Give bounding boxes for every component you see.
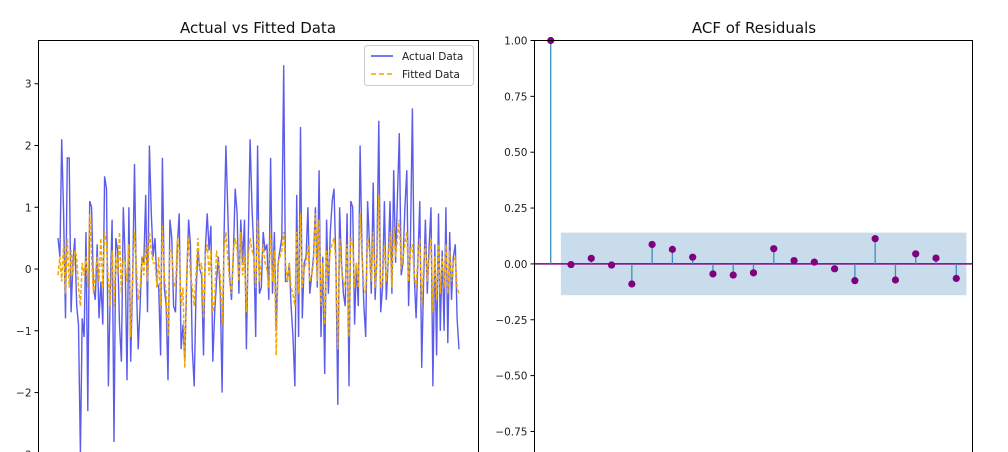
- acf-marker-lag-11: [770, 245, 778, 253]
- right-y-axis: 1.00 0.75 0.50 0.25 0.00 −0.25 −0.50 −0.75: [495, 36, 535, 438]
- right-y-tick-label: −0.50: [495, 371, 527, 383]
- acf-marker-lag-7: [689, 253, 697, 261]
- acf-marker-lag-17: [891, 276, 900, 284]
- left-y-tick-label: −3: [16, 449, 31, 452]
- acf-marker-lag-1: [567, 260, 575, 269]
- acf-marker-lag-14: [831, 265, 839, 273]
- acf-marker-lag-16: [871, 235, 879, 243]
- left-y-tick-label: 1: [25, 202, 32, 214]
- left-y-axis: 3 2 1 0 −1 −2 −3: [16, 79, 39, 452]
- acf-marker-lag-9: [729, 271, 737, 279]
- left-y-tick-label: 0: [25, 264, 32, 276]
- right-axes-frame: [534, 40, 973, 452]
- acf-marker-lag-15: [851, 277, 859, 285]
- right-y-tick-label: 0.50: [504, 147, 527, 159]
- acf-marker-lag-13: [810, 258, 818, 266]
- right-y-tick-label: 0.75: [504, 91, 527, 103]
- left-y-tick-label: −2: [16, 388, 31, 400]
- acf-marker-lag-4: [628, 280, 636, 288]
- series-line-fitted: [57, 194, 460, 368]
- series-line-actual: [57, 65, 460, 452]
- acf-marker-lag-10: [749, 269, 758, 277]
- right-y-tick-label: −0.25: [495, 315, 527, 327]
- acf-marker-lag-20: [952, 274, 960, 283]
- right-y-tick-label: −0.75: [495, 426, 527, 438]
- acf-marker-lag-6: [668, 245, 676, 253]
- acf-marker-lag-8: [709, 270, 717, 278]
- legend-label-actual: Actual Data: [402, 51, 463, 63]
- left-y-tick-label: 3: [25, 79, 32, 91]
- left-axes-frame: [38, 40, 479, 452]
- left-plot-area: [57, 65, 460, 452]
- legend-label-fitted: Fitted Data: [402, 69, 460, 81]
- right-y-tick-label: 1.00: [504, 36, 527, 48]
- acf-marker-lag-5: [648, 240, 656, 249]
- left-y-tick-label: 2: [25, 141, 32, 153]
- acf-marker-lag-12: [790, 256, 798, 265]
- right-y-tick-label: 0.25: [504, 203, 527, 215]
- acf-chart: ACF of Residuals 1.00 0.75 0.50 0.25 0.00 −0.…: [495, 19, 973, 452]
- legend: Actual Data Fitted Data: [364, 45, 474, 86]
- right-plot-area: [534, 36, 973, 296]
- acf-marker-lag-3: [607, 261, 616, 269]
- left-y-tick-label: −1: [16, 326, 31, 338]
- acf-marker-lag-2: [587, 254, 595, 262]
- chart-title-right: ACF of Residuals: [692, 19, 816, 37]
- acf-marker-lag-18: [912, 250, 920, 258]
- acf-marker-lag-19: [932, 254, 940, 262]
- right-y-tick-label: 0.00: [504, 259, 527, 271]
- actual-vs-fitted-chart: Actual vs Fitted Data 3 2 1 0 −1 −2 −3 Actual …: [16, 19, 479, 452]
- chart-title-left: Actual vs Fitted Data: [180, 19, 336, 37]
